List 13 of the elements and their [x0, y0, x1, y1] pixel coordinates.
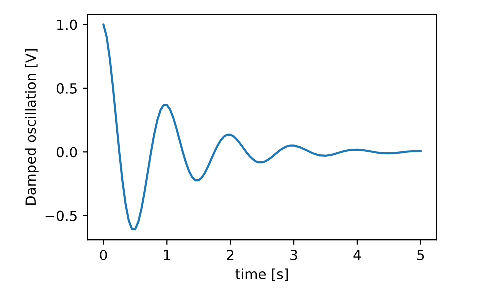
y-tick-label: 0.0: [56, 147, 78, 158]
y-tick-label: 1.0: [58, 20, 78, 30]
x-tick-label: 3: [290, 250, 298, 260]
x-tick-label: 5: [418, 250, 424, 260]
line-series: [102, 24, 422, 230]
y-axis-title: Damped oscillation [V]: [25, 49, 39, 206]
y-tick-label: −0.5: [46, 210, 77, 222]
x-tick-label: 0: [100, 250, 108, 260]
y-tick-label: 0.5: [56, 83, 77, 94]
x-axis-title: time [s]: [236, 268, 288, 282]
x-tick-label: 2: [227, 250, 234, 260]
x-tick-label: 1: [164, 250, 170, 260]
x-tick-label: 4: [354, 250, 362, 260]
